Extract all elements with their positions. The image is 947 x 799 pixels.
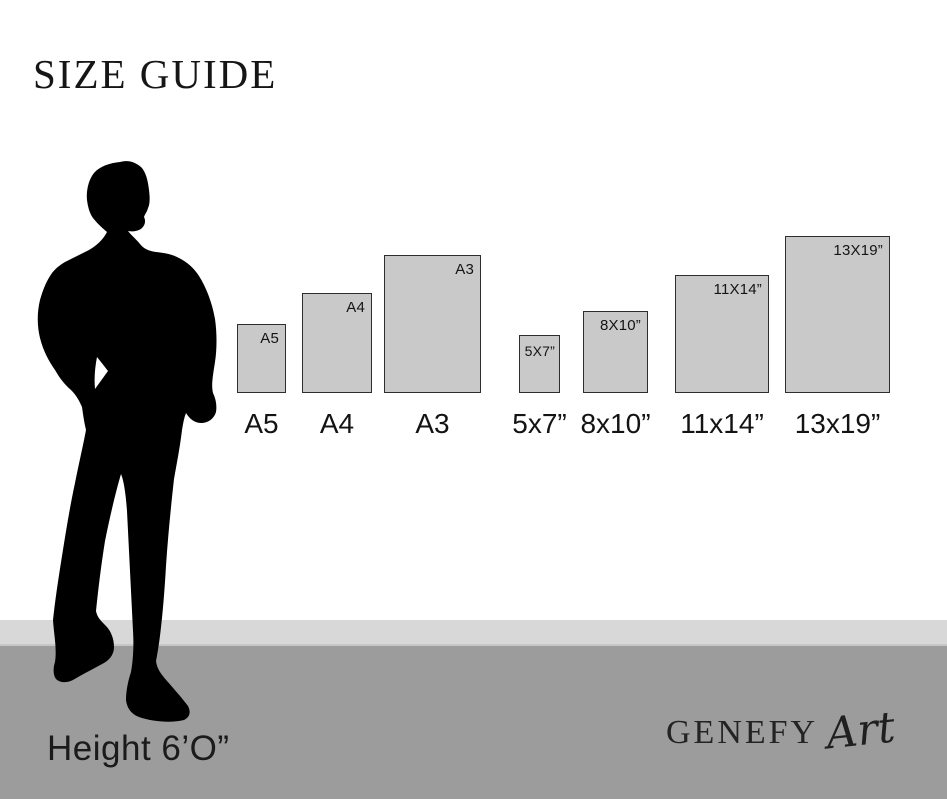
- size-box-5x7-label: 5x7”: [512, 408, 567, 439]
- size-box-13x19-inner-label: 13X19”: [833, 242, 883, 259]
- size-box-8x10: 8X10” 8x10”: [580, 311, 651, 439]
- page-title: SIZE GUIDE: [33, 51, 278, 97]
- size-box-a3-label: A3: [415, 408, 450, 439]
- height-label: Height 6’O”: [47, 729, 230, 768]
- size-box-a4: A4 A4: [302, 293, 372, 439]
- size-box-a5: A5 A5: [237, 324, 286, 439]
- size-box-11x14: 11X14” 11x14”: [675, 275, 769, 439]
- size-box-8x10-inner-label: 8X10”: [599, 317, 641, 334]
- size-box-13x19: 13X19” 13x19”: [785, 236, 890, 439]
- size-box-11x14-label: 11x14”: [680, 408, 764, 439]
- size-box-8x10-label: 8x10”: [580, 408, 651, 439]
- size-box-13x19-label: 13x19”: [794, 408, 881, 439]
- size-box-a3: A3 A3: [384, 255, 481, 439]
- floor-light-band: [0, 620, 947, 646]
- brand-name: GENEFY: [666, 714, 819, 751]
- brand-logo: GENEFY Art: [666, 703, 898, 760]
- size-box-a5-label: A5: [244, 408, 279, 439]
- size-box-a5-inner-label: A5: [260, 330, 279, 347]
- size-box-5x7-inner-label: 5X7”: [524, 343, 555, 359]
- brand-script: Art: [823, 702, 898, 760]
- size-box-11x14-inner-label: 11X14”: [713, 281, 762, 298]
- size-box-5x7: 5X7” 5x7”: [512, 335, 567, 439]
- size-box-a3-inner-label: A3: [455, 261, 474, 278]
- size-box-a4-label: A4: [319, 408, 355, 439]
- size-box-a4-inner-label: A4: [346, 299, 365, 316]
